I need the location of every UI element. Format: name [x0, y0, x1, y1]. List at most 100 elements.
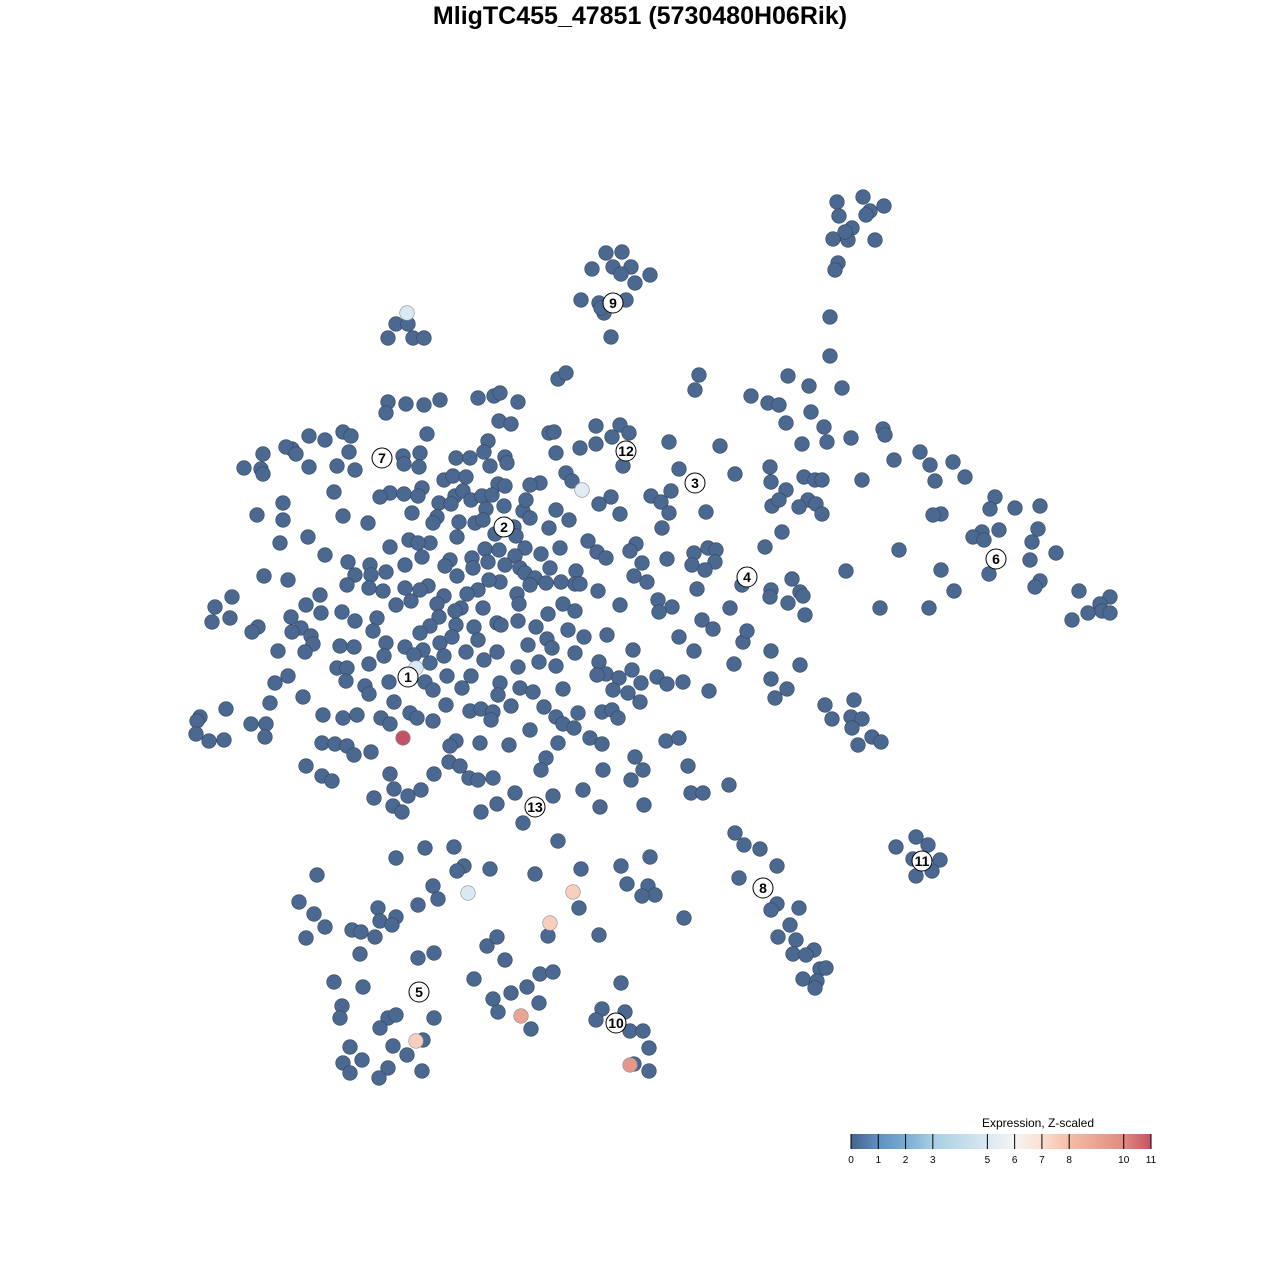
- data-point: [338, 673, 354, 689]
- data-point: [257, 729, 273, 745]
- data-point: [339, 660, 355, 676]
- data-point: [339, 577, 355, 593]
- data-point: [684, 557, 700, 573]
- data-point: [493, 617, 509, 633]
- data-point: [676, 910, 692, 926]
- cluster-label-badge: [985, 548, 1007, 570]
- data-point: [369, 610, 385, 626]
- data-point: [568, 563, 584, 579]
- colorbar-tick-label: 6: [1012, 1155, 1018, 1166]
- data-point: [854, 711, 870, 727]
- data-point: [694, 612, 710, 628]
- data-point: [611, 670, 627, 686]
- data-point: [334, 604, 350, 620]
- data-point: [626, 568, 642, 584]
- data-point: [485, 991, 501, 1007]
- data-point: [567, 645, 583, 661]
- data-point: [545, 788, 561, 804]
- data-point: [340, 554, 356, 570]
- data-point: [757, 539, 773, 555]
- cluster-label-text: 8: [759, 880, 767, 896]
- expressed-data-point: [565, 884, 581, 900]
- data-point: [309, 867, 325, 883]
- data-point: [413, 782, 429, 798]
- data-point: [475, 600, 491, 616]
- data-point: [548, 445, 564, 461]
- data-point: [452, 758, 468, 774]
- data-point: [544, 640, 560, 656]
- data-point: [436, 648, 452, 664]
- data-point: [482, 458, 498, 474]
- data-point: [603, 489, 619, 505]
- data-point: [647, 887, 663, 903]
- data-point: [342, 1039, 358, 1055]
- data-point: [925, 507, 941, 523]
- cluster-label-badge: [371, 447, 393, 469]
- data-point: [795, 588, 811, 604]
- data-point: [503, 416, 519, 432]
- data-point: [472, 735, 488, 751]
- data-point: [620, 685, 636, 701]
- data-point: [523, 1021, 539, 1037]
- data-point: [298, 758, 314, 774]
- data-point: [347, 462, 363, 478]
- data-point: [827, 262, 843, 278]
- data-point: [466, 971, 482, 987]
- data-point: [564, 473, 580, 489]
- data-point: [425, 713, 441, 729]
- cluster-label: 3: [684, 472, 706, 494]
- data-point: [201, 733, 217, 749]
- data-point: [591, 496, 607, 512]
- data-point: [275, 512, 291, 528]
- data-point: [343, 428, 359, 444]
- data-point: [462, 450, 478, 466]
- data-point: [829, 194, 845, 210]
- data-point: [284, 624, 300, 640]
- data-point: [739, 623, 755, 639]
- expressed-points-layer: [395, 305, 638, 1073]
- data-point: [335, 710, 351, 726]
- data-point: [548, 658, 564, 674]
- cluster-label: 6: [985, 548, 1007, 570]
- data-point: [378, 564, 394, 580]
- data-point: [503, 698, 519, 714]
- data-point: [844, 720, 860, 736]
- data-point: [814, 506, 830, 522]
- data-point: [675, 674, 691, 690]
- data-point: [249, 507, 265, 523]
- data-point: [982, 501, 998, 517]
- data-point: [288, 446, 304, 462]
- data-point: [519, 979, 535, 995]
- data-point: [752, 841, 768, 857]
- data-point: [642, 849, 658, 865]
- data-point: [531, 995, 547, 1011]
- colorbar-gradient: [851, 1134, 1151, 1149]
- data-point: [347, 613, 363, 629]
- data-point: [497, 557, 513, 573]
- data-point: [301, 428, 317, 444]
- cluster-label-text: 2: [500, 519, 508, 535]
- data-point: [386, 694, 402, 710]
- data-point: [243, 716, 259, 732]
- colorbar-tick-label: 5: [985, 1155, 991, 1166]
- data-point: [659, 676, 675, 692]
- data-point: [957, 469, 973, 485]
- data-point: [522, 722, 538, 738]
- data-point: [540, 606, 556, 622]
- data-point: [588, 1012, 604, 1028]
- data-point: [406, 647, 422, 663]
- data-point: [855, 189, 871, 205]
- data-point: [1071, 583, 1087, 599]
- data-point: [416, 397, 432, 413]
- cluster-label: 10: [605, 1012, 627, 1034]
- data-point: [270, 643, 286, 659]
- data-point: [291, 894, 307, 910]
- data-point: [624, 662, 640, 678]
- data-point: [385, 1038, 401, 1054]
- data-point: [622, 543, 638, 559]
- data-point: [542, 560, 558, 576]
- data-point: [297, 644, 313, 660]
- data-point: [313, 605, 329, 621]
- data-point: [426, 945, 442, 961]
- data-point: [1024, 534, 1040, 550]
